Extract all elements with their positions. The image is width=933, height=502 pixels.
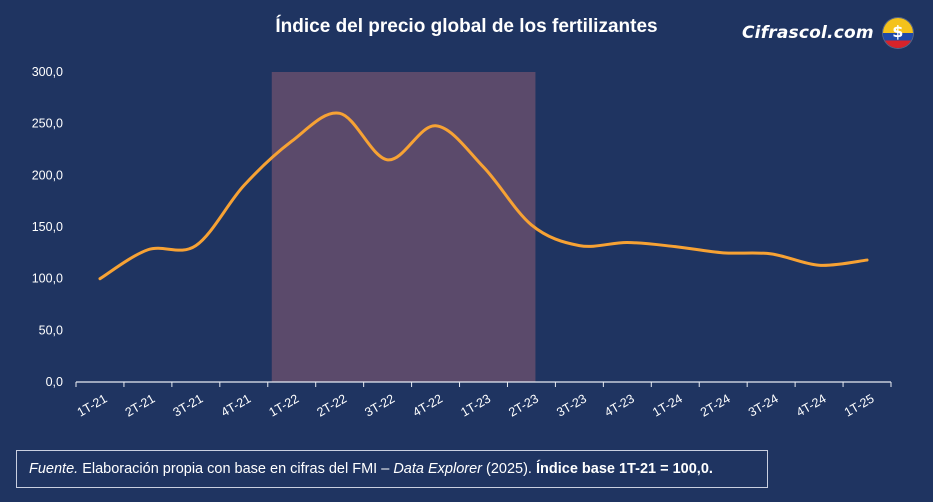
x-tick-label: 3T-22 bbox=[362, 391, 397, 419]
data-point bbox=[146, 248, 150, 251]
source-label: Fuente. bbox=[29, 461, 79, 477]
data-point bbox=[98, 277, 102, 280]
y-tick-label: 50,0 bbox=[39, 323, 63, 337]
highlight-period bbox=[271, 72, 536, 382]
x-tick-label: 3T-24 bbox=[746, 391, 781, 419]
x-tick-label: 1T-24 bbox=[650, 391, 685, 419]
x-tick-label: 4T-24 bbox=[794, 391, 829, 419]
x-tick-label: 2T-22 bbox=[314, 391, 349, 419]
data-point bbox=[578, 244, 581, 247]
data-point bbox=[865, 258, 869, 262]
data-point bbox=[482, 165, 485, 169]
data-point bbox=[817, 264, 821, 267]
x-tick-label: 1T-23 bbox=[458, 391, 493, 419]
colombia-coin-icon: $ bbox=[882, 18, 913, 48]
brand-logo: Cifrascol.com $ bbox=[742, 18, 913, 48]
footnote-text-2: (2025). bbox=[481, 461, 536, 477]
source-footnote: Fuente. Elaboración propia con base en c… bbox=[16, 450, 768, 488]
data-point bbox=[674, 245, 677, 248]
data-point bbox=[242, 184, 245, 187]
y-tick-label: 150,0 bbox=[32, 220, 63, 234]
data-point bbox=[386, 158, 389, 162]
x-tick-label: 4T-23 bbox=[602, 391, 637, 419]
x-tick-label: 3T-21 bbox=[171, 391, 206, 419]
data-point bbox=[530, 223, 533, 227]
data-point bbox=[434, 124, 437, 127]
y-tick-label: 300,0 bbox=[32, 65, 63, 79]
x-tick-label: 4T-22 bbox=[410, 391, 445, 419]
footnote-text-1: Elaboración propia con base en cifras de… bbox=[78, 461, 394, 477]
x-tick-label: 1T-21 bbox=[75, 391, 110, 419]
x-tick-label: 1T-25 bbox=[842, 391, 877, 419]
data-point bbox=[290, 140, 293, 143]
y-tick-label: 100,0 bbox=[32, 272, 63, 286]
x-tick-label: 2T-24 bbox=[698, 391, 733, 419]
data-point bbox=[626, 241, 629, 244]
y-tick-label: 200,0 bbox=[32, 168, 63, 182]
x-tick-label: 4T-21 bbox=[219, 391, 254, 419]
series-line bbox=[98, 111, 869, 281]
x-tick-label: 3T-23 bbox=[554, 391, 589, 419]
chart-title: Índice del precio global de los fertiliz… bbox=[275, 16, 658, 37]
data-point bbox=[338, 112, 341, 115]
coin-symbol: $ bbox=[892, 22, 904, 41]
data-point bbox=[194, 244, 198, 247]
base-note: Índice base 1T-21 = 100,0. bbox=[535, 461, 713, 477]
data-explorer-label: Data Explorer bbox=[393, 461, 482, 477]
brand-name: Cifrascol.com bbox=[742, 23, 874, 43]
y-tick-label: 250,0 bbox=[32, 117, 63, 131]
data-point bbox=[769, 252, 773, 256]
line-chart: 0,0 50,0 100,0 150,0 200,0 250,0 300,0 1T-21 2T-… bbox=[32, 65, 892, 420]
data-point bbox=[722, 251, 725, 255]
x-tick-label: 1T-22 bbox=[267, 391, 302, 419]
x-tick-label: 2T-23 bbox=[506, 391, 541, 419]
y-tick-label: 0,0 bbox=[46, 375, 63, 389]
x-tick-label: 2T-21 bbox=[123, 391, 158, 419]
